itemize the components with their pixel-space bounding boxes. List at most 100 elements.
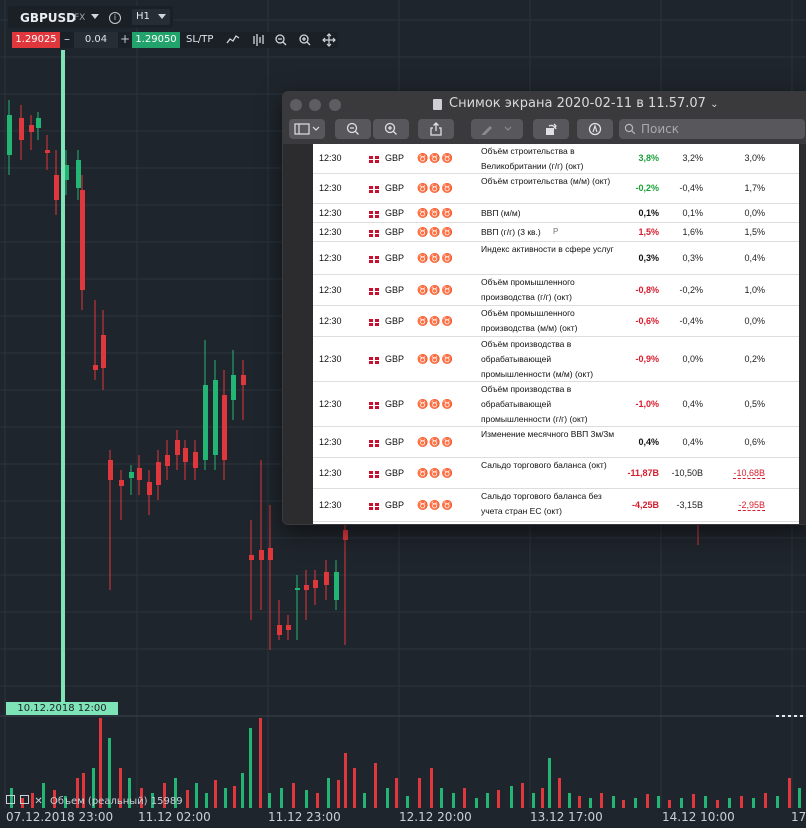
candle-body [222, 395, 227, 460]
buy-button[interactable]: 1.29050 [132, 32, 180, 48]
event-currency: GBP [385, 399, 405, 409]
document-icon [433, 99, 442, 110]
event-previous: 1,7% [744, 183, 765, 193]
event-currency: GBP [385, 227, 405, 237]
trading-toolbar: GBPUSD FX i H1 1.29025 – 0.04 + 1.29050 … [8, 6, 338, 50]
zoom-out-button[interactable] [335, 119, 371, 139]
candle-body [45, 150, 50, 153]
preview-window[interactable]: Снимок экрана 2020-02-11 в 11.57.07 ⌄ По… [282, 91, 806, 525]
event-time: 12:30 [319, 153, 342, 163]
event-currency: GBP [385, 285, 405, 295]
event-actual: -0,9% [635, 354, 659, 364]
symbol-name[interactable]: GBPUSD [20, 11, 77, 25]
table-row: 12:30 GBP ♉♉♉ Индекс активности в сфере усл… [313, 242, 799, 275]
window-titlebar[interactable]: Снимок экрана 2020-02-11 в 11.57.07 ⌄ По… [283, 92, 806, 144]
volume-bar [99, 718, 102, 808]
event-name: ВВП (м/м) [481, 208, 521, 218]
search-field[interactable]: Поиск [619, 119, 805, 139]
table-row: 12:30 GBP ♉♉♉ Объём строительства (м/м) (ок… [313, 174, 799, 204]
lot-input[interactable]: 0.04 [74, 32, 118, 48]
zoom-out-icon[interactable] [274, 33, 288, 47]
event-forecast: 0,0% [682, 354, 703, 364]
volume-bar [82, 773, 85, 808]
event-actual: -0,8% [635, 285, 659, 295]
crosshair-move-icon[interactable] [322, 33, 336, 47]
volume-bar [42, 783, 45, 808]
chevron-down-icon [158, 14, 166, 19]
line-chart-icon[interactable] [226, 33, 240, 47]
event-actual: -4,25B [631, 500, 659, 510]
markup-toolbar-button[interactable] [577, 119, 613, 139]
sell-button[interactable]: 1.29025 [12, 32, 60, 48]
event-time: 12:30 [319, 500, 342, 510]
event-time: 12:30 [319, 208, 342, 218]
volume-bar [568, 793, 571, 808]
candle-body [93, 365, 98, 370]
candle-body [80, 190, 85, 290]
crosshair-line [61, 50, 65, 702]
volume-bar [128, 778, 131, 808]
table-row: 12:30 GBP ♉♉♉ Объём промышленного производс… [313, 306, 799, 337]
volume-bar [163, 783, 166, 808]
candle-body [213, 380, 218, 455]
event-forecast: 0,1% [682, 208, 703, 218]
volume-bar [119, 768, 122, 808]
chevron-down-icon[interactable]: ⌄ [710, 99, 719, 110]
uk-flag-icon [369, 211, 379, 218]
rotate-button[interactable] [533, 119, 569, 139]
volume-settings-icon[interactable] [6, 795, 15, 804]
event-forecast: 1,6% [682, 227, 703, 237]
event-name: Объём промышленного производства (г/г) (… [481, 277, 575, 302]
event-previous: 0,4% [744, 253, 765, 263]
markup-pen-button[interactable] [471, 119, 523, 139]
volume-bar [497, 790, 500, 808]
volume-bar [558, 778, 561, 808]
event-forecast: 3,2% [682, 153, 703, 163]
table-row: 12:30 GBP ♉♉♉ ВВП (м/м) 0,1% 0,1% 0,0% [313, 204, 799, 223]
candle-body [249, 555, 254, 560]
share-button[interactable] [418, 119, 454, 139]
minimize-window-button[interactable] [309, 99, 321, 111]
lot-decrease-button[interactable]: – [64, 32, 70, 46]
candle-body [241, 375, 246, 385]
volume-bar [174, 778, 177, 808]
importance-bulls-icon: ♉♉♉ [417, 399, 454, 409]
event-currency: GBP [385, 354, 405, 364]
volume-bar [186, 790, 189, 808]
lot-increase-button[interactable]: + [119, 32, 131, 46]
candle-body [324, 572, 329, 585]
candle-body [295, 588, 300, 590]
volume-settings-icon-2[interactable] [20, 795, 30, 804]
sltp-button[interactable]: SL/TP [186, 34, 214, 45]
event-currency: GBP [385, 500, 405, 510]
symbol-dropdown-icon[interactable] [91, 14, 99, 19]
timeframe-select[interactable]: H1 [132, 9, 170, 25]
info-icon[interactable]: i [109, 12, 121, 24]
event-actual: -11,87B [627, 468, 659, 478]
volume-bar [316, 793, 319, 808]
event-previous: 3,0% [744, 153, 765, 163]
zoom-in-button[interactable] [373, 119, 409, 139]
zoom-in-icon[interactable] [298, 33, 312, 47]
event-name: Объём строительства (м/м) (окт) [481, 176, 611, 186]
volume-close-icon[interactable]: ✕ [34, 796, 43, 807]
search-icon [624, 123, 636, 135]
volume-bar [680, 798, 683, 808]
volume-bar [600, 793, 603, 808]
sidebar-toggle-button[interactable] [289, 119, 325, 139]
event-name: Изменение месячного ВВП 3м/3м [481, 429, 615, 439]
x-label: 14.12 10:00 [662, 810, 735, 824]
volume-bar [668, 800, 671, 808]
zoom-window-button[interactable] [329, 99, 341, 111]
indicators-icon[interactable] [252, 33, 266, 47]
volume-bar [704, 796, 707, 808]
close-window-button[interactable] [290, 99, 302, 111]
event-time: 12:30 [319, 437, 342, 447]
importance-bulls-icon: ♉♉♉ [417, 437, 454, 447]
event-actual: 0,3% [638, 253, 659, 263]
uk-flag-icon [369, 440, 379, 447]
volume-indicator-label: ✕ Объем (реальный) 15989 [6, 795, 183, 807]
preview-content[interactable]: 12:30 GBP ♉♉♉ Объём строительства в Великоб… [283, 144, 806, 524]
volume-bar [151, 793, 154, 808]
importance-bulls-icon: ♉♉♉ [417, 316, 454, 326]
